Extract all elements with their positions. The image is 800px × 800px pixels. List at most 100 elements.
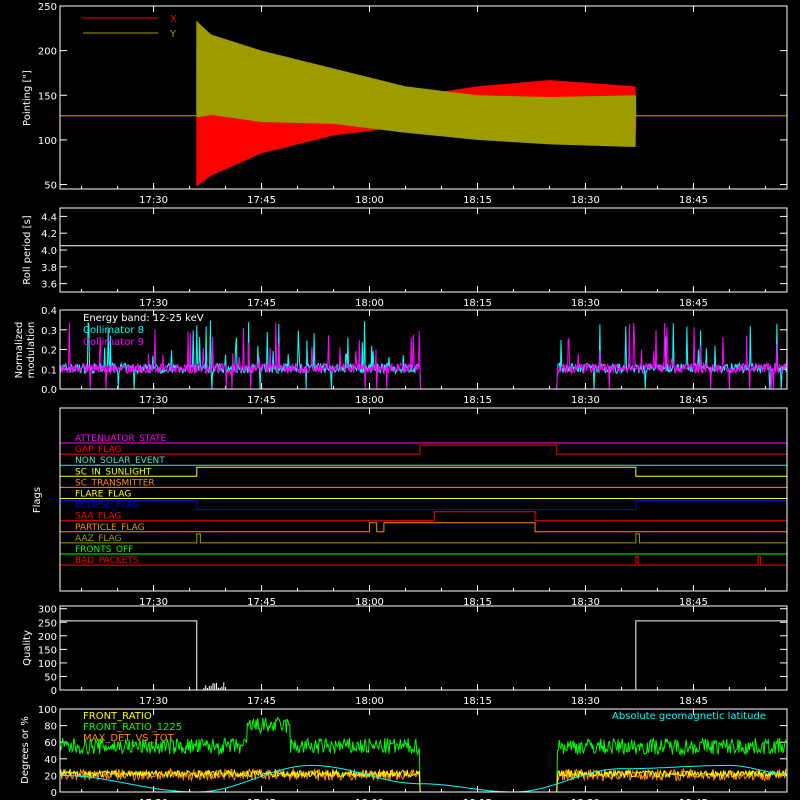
pointing-ytick-label: 100 (38, 136, 57, 147)
flag-line-aaz-flag (60, 533, 787, 544)
legend-front-ratio: FRONT_RATIO (83, 711, 152, 722)
ratios-xtick-label: 18:15 (463, 798, 492, 800)
pointing-xtick-label: 17:45 (247, 195, 276, 206)
flag-label-aaz-flag: AAZ_FLAG (75, 534, 122, 544)
roll-ytick-label: 4.4 (41, 212, 57, 223)
pointing-ytick-label: 150 (38, 91, 57, 102)
pointing-panel: 17:30 17:45 18:00 18:15 18:30 18:45 50 100 150 20… (22, 2, 788, 206)
modulation-xtick-label: 18:45 (679, 395, 708, 406)
legend-collimator-9: Collimator 9 (83, 337, 144, 348)
pointing-ytick-label: 200 (38, 47, 57, 58)
modulation-xtick-label: 18:30 (571, 395, 600, 406)
flags-xtick-label: 17:45 (247, 597, 276, 608)
legend-collimator-8: Collimator 8 (83, 325, 144, 336)
ratios-plot-area: 17:30 17:45 18:00 18:15 18:30 18:45 0 20 40 60 80 1… (38, 705, 787, 800)
modulation-xtick-label: 17:45 (247, 395, 276, 406)
roll-xtick-label: 17:30 (139, 298, 168, 309)
pointing-plot-area: 17:30 17:45 18:00 18:15 18:30 18:45 50 100 150 20… (38, 2, 787, 206)
flags-xtick-label: 18:30 (571, 597, 600, 608)
quality-ytick-label: 250 (38, 618, 57, 629)
flags-axes-frame (59, 407, 788, 592)
flags-plot-area: 17:30 17:45 18:00 18:15 18:30 18:45 ATTENUATOR… (59, 408, 788, 608)
modulation-xtick-label: 18:15 (463, 395, 492, 406)
modulation-panel: 17:30 17:45 18:00 18:15 18:30 18:45 0.0 0.1 0.2 0… (14, 306, 788, 406)
legend-max-det-vs-tot: MAX_DET_VS_TOT (83, 733, 175, 744)
ratios-ytick-label: 80 (44, 722, 57, 733)
roll-period-panel: 17:30 17:45 18:00 18:15 18:30 18:45 3.6 3.8 4.0 4… (22, 207, 788, 309)
roll-ytick-label: 4.2 (41, 229, 57, 240)
quality-ytick-label: 100 (38, 659, 57, 670)
flag-label-fronts-off: FRONTS_OFF (75, 545, 133, 555)
modulation-ytick-label: 0.4 (41, 306, 57, 317)
roll-xtick-label: 18:45 (679, 298, 708, 309)
flags-xtick-label: 18:45 (679, 597, 708, 608)
pointing-series-y (60, 21, 787, 148)
quality-xtick-label: 18:30 (571, 696, 600, 707)
flags-ylabel: Flags (32, 487, 43, 513)
quality-xtick-label: 18:45 (679, 696, 708, 707)
flag-line-gap-flag (60, 444, 787, 455)
ratios-ytick-label: 60 (44, 738, 57, 749)
legend-x-label: X (170, 14, 177, 25)
pointing-ytick-label: 250 (38, 2, 57, 13)
modulation-xtick-label: 18:00 (355, 395, 384, 406)
quality-ytick-label: 300 (38, 605, 57, 616)
modulation-axes-frame (59, 309, 788, 390)
flags-xtick-label: 18:00 (355, 597, 384, 608)
legend-geomagnetic-latitude: Absolute geomagnetic latitude (612, 711, 766, 722)
flag-label-sc-transmitter: SC_TRANSMITTER (75, 478, 155, 488)
flags-xtick-label: 18:15 (463, 597, 492, 608)
flag-line-eclipse-flag (59, 500, 788, 511)
modulation-ytick-label: 0.3 (41, 326, 57, 337)
ratios-ylabel: Degrees or % (20, 716, 31, 784)
modulation-xtick-label: 17:30 (139, 395, 168, 406)
flags-xtick-label: 17:30 (139, 597, 168, 608)
roll-ytick-label: 4.0 (41, 246, 57, 257)
ratios-panel: 17:30 17:45 18:00 18:15 18:30 18:45 0 20 40 60 80 1… (20, 705, 788, 800)
ratios-xtick-label: 17:30 (139, 798, 168, 800)
roll-ytick-label: 3.8 (41, 263, 57, 274)
roll-ytick-label: 3.6 (41, 280, 57, 291)
pointing-xtick-label: 18:00 (355, 195, 384, 206)
flag-line-particle-flag (60, 522, 787, 533)
ratios-ytick-label: 100 (38, 705, 57, 716)
flag-line-saa-flag (60, 511, 787, 522)
pointing-xtick-label: 17:30 (139, 195, 168, 206)
quality-xtick-label: 17:45 (247, 696, 276, 707)
modulation-ytick-label: 0.2 (41, 346, 57, 357)
roll-xtick-label: 18:00 (355, 298, 384, 309)
flag-label-particle-flag: PARTICLE_FLAG (75, 523, 145, 533)
roll-ylabel: Roll period [s] (22, 215, 33, 284)
ratios-axes-frame (59, 708, 788, 793)
ratios-xtick-label: 18:30 (571, 798, 600, 800)
roll-xtick-label: 18:15 (463, 298, 492, 309)
pointing-xtick-label: 18:15 (463, 195, 492, 206)
flag-label-bad-packets: BAD_PACKETS (75, 556, 139, 566)
flag-line-sc-in-sunlight (60, 466, 787, 477)
roll-xtick-label: 17:45 (247, 298, 276, 309)
ratios-ytick-label: 40 (44, 755, 57, 766)
modulation-ylabel-line1: Normalized (14, 322, 25, 379)
quality-ytick-label: 200 (38, 632, 57, 643)
pointing-ytick-label: 50 (44, 181, 57, 192)
quality-xtick-label: 17:30 (139, 696, 168, 707)
flags-panel: 17:30 17:45 18:00 18:15 18:30 18:45 ATTENUATOR… (32, 407, 788, 608)
flag-label-saa-flag: SAA_FLAG (75, 512, 121, 522)
roll-axes-frame (59, 207, 788, 293)
ratios-ytick-label: 0 (51, 788, 57, 799)
ratios-xtick-label: 18:00 (355, 798, 384, 800)
quality-ytick-label: 150 (38, 645, 57, 656)
legend-front-ratio-1225: FRONT_RATIO_1225 (83, 722, 182, 733)
ratios-xtick-label: 18:45 (679, 798, 708, 800)
pointing-axes-frame (59, 5, 788, 190)
flag-line-bad-packets (60, 555, 787, 566)
modulation-ytick-label: 0.1 (41, 365, 57, 376)
quality-ytick-label: 50 (44, 672, 57, 683)
flag-label-attenuator-state: ATTENUATOR_STATE (75, 434, 167, 444)
pointing-ylabel: Pointing ["] (22, 70, 33, 126)
flag-label-non-solar-event: NON_SOLAR_EVENT (75, 456, 165, 466)
modulation-ylabel-line2: modulation (26, 322, 37, 379)
quality-ytick-label: 0 (51, 686, 57, 697)
